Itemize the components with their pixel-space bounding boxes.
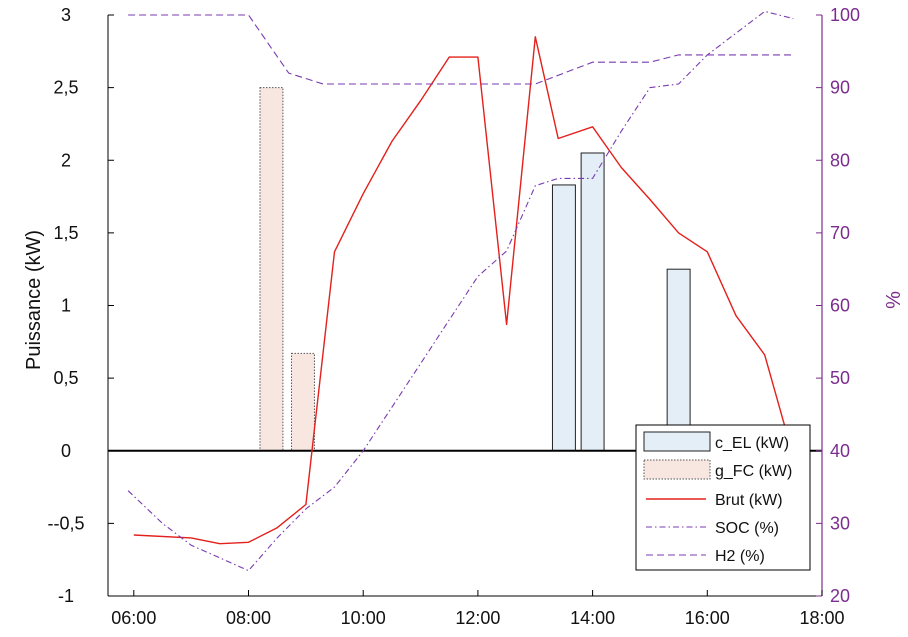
y-left-tick-label: 1 <box>61 296 71 316</box>
x-tick-label: 14:00 <box>570 608 615 628</box>
y-left-tick-label: 3 <box>61 5 71 25</box>
bar-c-el-0 <box>551 184 576 452</box>
y-axis-right-label: % <box>883 291 905 309</box>
legend-label-soc: SOC (%) <box>715 520 779 537</box>
series-line-soc <box>127 10 794 572</box>
y-right-tick-label: 70 <box>830 223 850 243</box>
bar-c-el-1 <box>580 152 605 452</box>
y-left-tick-label: --0,5 <box>47 513 84 533</box>
x-tick-label: 16:00 <box>685 608 730 628</box>
x-tick-label: 08:00 <box>226 608 271 628</box>
bar-c-el-2 <box>666 268 691 452</box>
legend-label-c-el: c_EL (kW) <box>715 435 789 452</box>
x-tick-label: 12:00 <box>455 608 500 628</box>
y-right-tick-label: 40 <box>830 441 850 461</box>
lines-layer <box>127 10 794 572</box>
legend-label-g-fc: g_FC (kW) <box>715 463 792 480</box>
y-left-tick-label: -1 <box>58 586 74 606</box>
y-left-tick-label: 0 <box>61 441 71 461</box>
legend: c_EL (kW) g_FC (kW) Brut (kW) SOC (%) H2 (%) <box>635 424 811 571</box>
y-right-tick-label: 20 <box>830 586 850 606</box>
ticks-layer: 3 2,5 2 1,5 1 0,5 0 --0,5 -1 100 90 80 70 60 50 40 30 20 0… <box>47 5 860 628</box>
series-line-h2 <box>128 14 794 85</box>
y-right-tick-label: 100 <box>830 5 860 25</box>
legend-swatch-c-el <box>643 431 711 452</box>
y-left-tick-label: 2 <box>61 150 71 170</box>
y-left-tick-label: 0,5 <box>53 368 78 388</box>
y-left-tick-label: 2,5 <box>53 78 78 98</box>
bar-g-fc-3 <box>259 87 284 452</box>
legend-swatch-g-fc <box>643 459 711 480</box>
y-left-tick-label: 1,5 <box>53 223 78 243</box>
y-right-tick-label: 90 <box>830 78 850 98</box>
legend-label-h2: H2 (%) <box>715 548 765 565</box>
bars-layer <box>259 87 691 452</box>
y-axis-left-label: Puissance (kW) <box>23 230 45 370</box>
y-right-tick-label: 80 <box>830 150 850 170</box>
y-right-tick-label: 30 <box>830 513 850 533</box>
series-line-brut <box>133 36 789 545</box>
legend-label-brut: Brut (kW) <box>715 492 783 509</box>
y-right-tick-label: 60 <box>830 296 850 316</box>
x-tick-label: 06:00 <box>111 608 156 628</box>
bar-g-fc-4 <box>291 352 315 452</box>
y-right-tick-label: 50 <box>830 368 850 388</box>
x-tick-label: 18:00 <box>799 608 844 628</box>
x-tick-label: 10:00 <box>341 608 386 628</box>
